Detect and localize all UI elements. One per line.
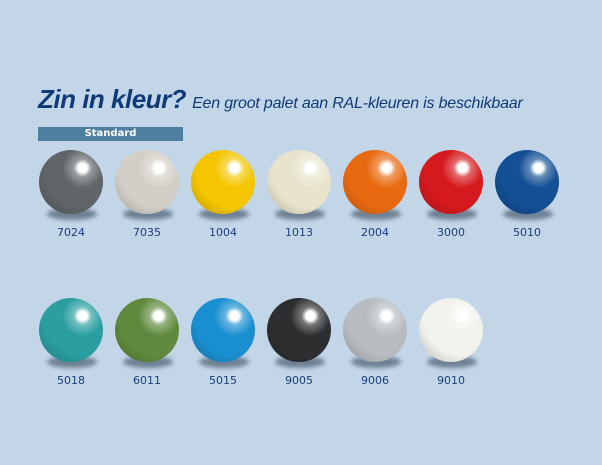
color-swatch: 9005: [261, 290, 337, 390]
ral-code: 6011: [133, 374, 161, 387]
color-swatch: 9006: [337, 290, 413, 390]
color-swatch: 5018: [33, 290, 109, 390]
color-ball: [343, 298, 407, 362]
ral-code: 5018: [57, 374, 85, 387]
ral-code: 9005: [285, 374, 313, 387]
color-ball: [267, 150, 331, 214]
color-ball: [191, 298, 255, 362]
color-ball: [115, 150, 179, 214]
color-swatch: 9010: [413, 290, 489, 390]
color-swatch: 1013: [261, 142, 337, 242]
color-swatch: 5010: [489, 142, 565, 242]
color-swatch: 5015: [185, 290, 261, 390]
color-ball: [191, 150, 255, 214]
color-ball: [39, 298, 103, 362]
color-swatch: 2004: [337, 142, 413, 242]
ral-code: 5015: [209, 374, 237, 387]
ral-code: 1013: [285, 226, 313, 239]
color-swatch: 1004: [185, 142, 261, 242]
color-ball: [419, 298, 483, 362]
ral-code: 3000: [437, 226, 465, 239]
ral-code: 7024: [57, 226, 85, 239]
color-ball: [267, 298, 331, 362]
color-ball: [495, 150, 559, 214]
color-ball: [115, 298, 179, 362]
section-label: Standard: [38, 127, 183, 141]
ral-code: 5010: [513, 226, 541, 239]
color-swatch: 7024: [33, 142, 109, 242]
ral-code: 1004: [209, 226, 237, 239]
ral-code: 7035: [133, 226, 161, 239]
subtitle: Een groot palet aan RAL-kleuren is besch…: [192, 95, 523, 112]
color-swatch: 7035: [109, 142, 185, 242]
color-swatch: 3000: [413, 142, 489, 242]
heading: Zin in kleur? Een groot palet aan RAL-kle…: [38, 84, 523, 115]
color-ball: [419, 150, 483, 214]
ral-code: 9006: [361, 374, 389, 387]
color-ball: [39, 150, 103, 214]
ral-code: 9010: [437, 374, 465, 387]
color-ball: [343, 150, 407, 214]
ral-code: 2004: [361, 226, 389, 239]
color-swatch: 6011: [109, 290, 185, 390]
title: Zin in kleur?: [38, 84, 187, 114]
